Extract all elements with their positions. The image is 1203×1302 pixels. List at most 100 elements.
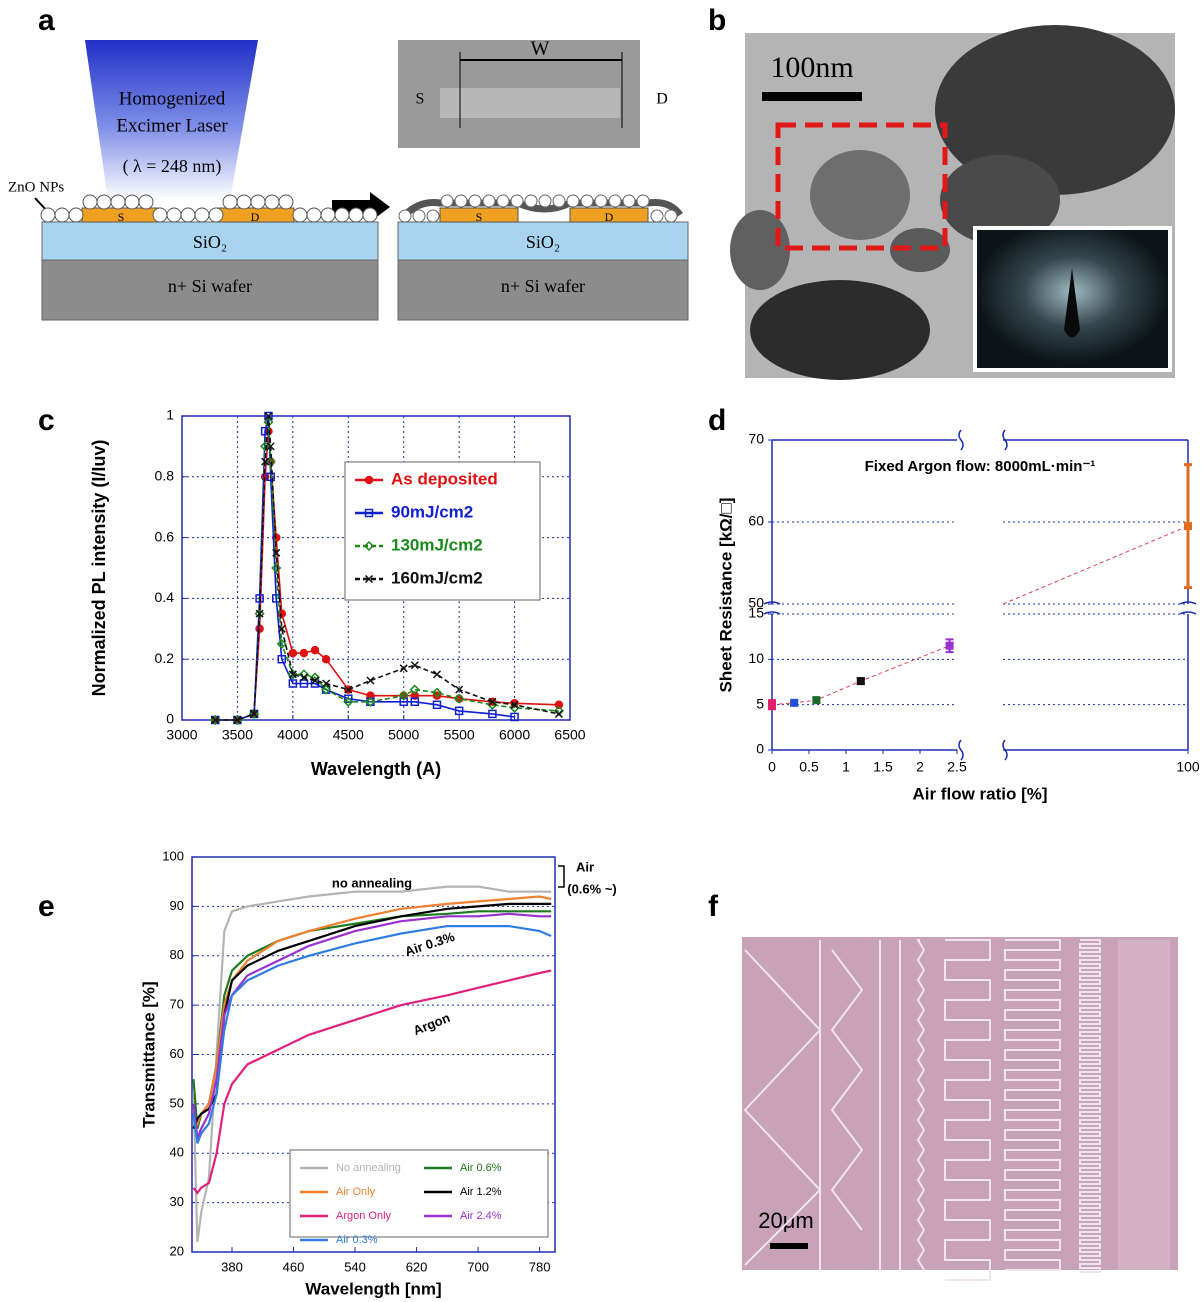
nanoparticle — [82, 194, 98, 210]
y-tick-label: 10 — [748, 650, 764, 666]
y-tick-label: 50 — [170, 1095, 184, 1110]
pattern-line — [944, 939, 991, 1281]
electrode-label: S — [416, 91, 425, 108]
nanoparticle — [412, 209, 426, 223]
nanoparticle — [194, 207, 210, 223]
marker — [260, 426, 270, 436]
marker — [488, 697, 497, 706]
x-tick-label: 540 — [344, 1259, 366, 1274]
particle — [935, 25, 1175, 195]
tem-image: 100nm — [730, 25, 1175, 380]
electrode-label: D — [605, 210, 614, 224]
legend-label: No annealing — [336, 1162, 401, 1174]
marker — [255, 624, 264, 634]
marker — [410, 697, 420, 707]
marker — [366, 691, 375, 700]
y-tick-label: 1 — [166, 407, 174, 423]
micrograph: 20μm — [742, 937, 1178, 1281]
nanoparticle — [152, 207, 168, 223]
pattern-line — [916, 939, 926, 1271]
electrode-label: S — [476, 210, 483, 224]
diagram: Homogenized Excimer Laser ( λ = 248 nm) … — [8, 38, 689, 321]
panel-label: a — [38, 4, 55, 37]
nanoparticle — [664, 209, 678, 223]
marker — [210, 714, 221, 726]
x-tick-label: 780 — [529, 1259, 551, 1274]
y-tick-label: 15 — [748, 605, 764, 621]
legend-label: Air 1.2% — [460, 1186, 502, 1198]
np-film — [402, 199, 683, 218]
legend-marker — [364, 475, 374, 485]
pattern-line — [1079, 939, 1101, 1273]
legend-label: As deposited — [391, 469, 498, 488]
marker — [366, 676, 375, 685]
nanoparticle — [54, 207, 70, 223]
marker — [261, 457, 270, 466]
marker — [365, 696, 376, 707]
marker — [288, 679, 298, 688]
y-tick-label: 60 — [170, 1046, 184, 1061]
electrode-label: D — [251, 210, 260, 224]
axis-break — [763, 601, 781, 605]
nanoparticle — [166, 207, 182, 223]
selection-box — [775, 122, 948, 251]
marker — [454, 706, 464, 716]
series-line — [192, 902, 552, 1130]
marker — [410, 661, 419, 670]
y-tick-label: 60 — [748, 513, 764, 529]
nanoparticle — [622, 194, 636, 208]
marker — [260, 441, 271, 452]
marker — [322, 679, 331, 688]
marker — [409, 684, 420, 695]
legend-label: Argon Only — [336, 1210, 392, 1222]
y-tick-label: 90 — [170, 898, 184, 913]
panel-label: f — [708, 890, 719, 923]
axis-break — [1002, 739, 1008, 761]
oxide-layer — [41, 221, 379, 261]
nanoparticle — [292, 207, 308, 223]
marker — [288, 670, 297, 679]
pattern-line — [1004, 939, 1061, 1271]
wafer — [397, 259, 689, 321]
pattern-line — [743, 949, 822, 1266]
plot-frame — [191, 856, 556, 1253]
x-tick-label: 100 — [1176, 759, 1200, 775]
x-tick-label: 6500 — [554, 727, 585, 743]
x-tick-label: 4500 — [333, 727, 364, 743]
series-line — [192, 925, 552, 1144]
nanoparticle — [250, 194, 266, 210]
nanoparticle — [552, 194, 566, 208]
marker — [265, 456, 276, 467]
pattern-line — [830, 949, 864, 1231]
x-axis-label: Wavelength [nm] — [305, 1279, 441, 1298]
data-point — [812, 696, 821, 705]
panel-label: c — [38, 404, 55, 437]
particle — [730, 210, 790, 290]
data-point — [790, 698, 799, 707]
nanoparticle — [454, 194, 468, 208]
marker — [288, 648, 298, 658]
nanoparticle — [482, 194, 496, 208]
wafer-label: n+ Si wafer — [168, 276, 252, 296]
x-tick-label: 4000 — [277, 727, 308, 743]
legend-marker — [364, 574, 374, 584]
x-tick-label: 6000 — [499, 727, 530, 743]
electrode-label: S — [118, 210, 125, 224]
marker — [510, 712, 519, 722]
legend-label: 130mJ/cm2 — [391, 535, 483, 554]
electrode — [439, 207, 519, 223]
y-tick-label: 0.6 — [155, 528, 175, 544]
annotation: no annealing — [332, 875, 412, 890]
nanoparticle — [580, 194, 594, 208]
marker — [431, 687, 443, 698]
x-tick-label: 2 — [916, 759, 924, 775]
nanoparticle — [124, 194, 140, 210]
nanoparticle — [40, 207, 56, 223]
nanoparticle — [222, 194, 238, 210]
marker — [321, 654, 331, 664]
nanoparticle — [208, 207, 224, 223]
y-tick-label: 0.8 — [155, 468, 175, 484]
x-tick-label: 3500 — [222, 727, 253, 743]
marker — [250, 709, 259, 718]
